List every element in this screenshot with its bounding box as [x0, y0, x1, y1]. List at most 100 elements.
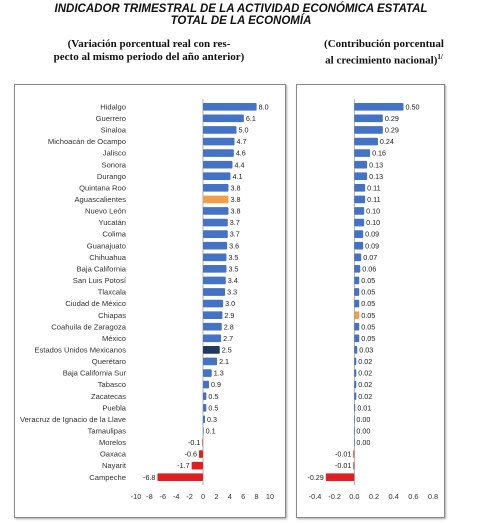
- category-label-guanajuato: Guanajuato: [87, 241, 126, 250]
- contribution-bar-27: [354, 415, 355, 424]
- variation-value-label-30: -0.6: [185, 450, 197, 459]
- contribution-bar-28: [354, 427, 355, 435]
- variation-value-label-27: 0.3: [207, 415, 217, 424]
- contribution-value-label-28: 0.00: [356, 427, 370, 436]
- category-label-baja-california-sur: Baja California Sur: [63, 369, 127, 378]
- category-label-quintana-roo: Quintana Roo: [79, 183, 126, 192]
- category-label-baja-california: Baja California: [77, 264, 127, 273]
- variation-bar-19: [203, 322, 222, 331]
- right-subtitle-line2: al crecimiento nacional): [325, 54, 438, 67]
- variation-x-tick-8: 6: [241, 492, 245, 501]
- contribution-x-tick-4: 0.4: [389, 492, 399, 501]
- category-label-aguascalientes: Aguascalientes: [74, 195, 126, 204]
- variation-bar-28: [203, 427, 204, 435]
- category-label-chiapas: Chiapas: [98, 311, 126, 320]
- variation-value-label-25: 0.5: [208, 392, 218, 401]
- contribution-bar-12: [354, 241, 364, 250]
- contribution-value-label-6: 0.13: [369, 172, 383, 181]
- category-label-sinaloa: Sinaloa: [101, 126, 127, 135]
- contribution-value-label-8: 0.11: [367, 195, 380, 204]
- variation-value-label-8: 3.8: [230, 195, 240, 204]
- contribution-value-label-24: 0.02: [358, 380, 372, 389]
- contribution-bar-19: [354, 322, 360, 331]
- variation-x-tick-10: 10: [266, 492, 274, 501]
- contribution-bar-10: [354, 218, 365, 227]
- contribution-value-label-2: 0.29: [385, 126, 399, 135]
- variation-bar-2: [203, 126, 237, 134]
- variation-value-label-6: 4.1: [232, 172, 242, 181]
- contribution-value-label-25: 0.02: [358, 392, 372, 401]
- category-label-queretaro: Querétaro: [92, 357, 126, 366]
- contribution-bar-9: [354, 207, 365, 215]
- category-label-sonora: Sonora: [102, 160, 127, 169]
- contribution-bar-25: [354, 392, 357, 401]
- contribution-value-label-32: -0.29: [307, 473, 323, 482]
- contribution-x-tick-6: 0.8: [428, 492, 438, 501]
- contribution-value-label-0: 0.50: [406, 102, 420, 111]
- variation-bar-27: [203, 415, 206, 424]
- category-label-mexico: México: [102, 334, 126, 343]
- variation-x-tick-7: 4: [228, 492, 232, 501]
- category-label-campeche: Campeche: [89, 473, 126, 482]
- variation-value-label-4: 4.6: [236, 149, 246, 158]
- variation-value-label-12: 3.6: [229, 241, 239, 250]
- chart-title-line2: TOTAL DE LA ECONOMÍA: [170, 15, 312, 27]
- contribution-bar-14: [354, 265, 361, 273]
- contribution-bar-22: [354, 357, 357, 366]
- variation-value-label-23: 1.3: [214, 369, 224, 378]
- variation-value-label-19: 2.8: [224, 322, 234, 331]
- variation-bar-29: [202, 438, 203, 447]
- variation-bar-25: [203, 392, 207, 401]
- contribution-bar-26: [354, 403, 356, 412]
- category-label-estados-unidos-mexicanos: Estados Unidos Mexicanos: [34, 345, 126, 354]
- category-label-tlaxcala: Tlaxcala: [98, 288, 127, 297]
- variation-bar-17: [203, 299, 224, 308]
- contribution-bar-24: [354, 380, 357, 389]
- contribution-bar-7: [354, 183, 366, 192]
- variation-bar-20: [203, 334, 222, 343]
- variation-x-tick-6: 2: [214, 492, 218, 501]
- variation-bar-13: [203, 253, 227, 262]
- category-label-tamaulipas: Tamaulipas: [88, 427, 127, 436]
- variation-value-label-13: 3.5: [228, 253, 238, 262]
- category-label-durango: Durango: [97, 172, 126, 181]
- variation-bar-30: [198, 450, 203, 458]
- variation-value-label-14: 3.5: [228, 264, 238, 273]
- contribution-value-label-19: 0.05: [361, 322, 375, 331]
- variation-value-label-17: 3.0: [225, 299, 235, 308]
- contribution-bar-18: [354, 311, 360, 319]
- variation-value-label-31: -1.7: [177, 461, 189, 470]
- category-label-guerrero: Guerrero: [96, 114, 126, 123]
- contribution-value-label-3: 0.24: [380, 137, 394, 146]
- contribution-value-label-7: 0.11: [367, 183, 380, 192]
- contribution-value-label-30: -0.01: [335, 450, 351, 459]
- variation-value-label-18: 2.9: [224, 311, 234, 320]
- chart-title-line1: INDICADOR TRIMESTRAL DE LA ACTIVIDAD ECO…: [54, 3, 428, 15]
- variation-bar-14: [203, 265, 227, 273]
- contribution-bar-1: [354, 114, 383, 123]
- variation-value-label-15: 3.4: [228, 276, 238, 285]
- contribution-x-tick-1: -0.2: [328, 492, 341, 501]
- contribution-value-label-4: 0.16: [372, 149, 386, 158]
- variation-bar-1: [203, 114, 244, 123]
- contribution-value-label-12: 0.09: [365, 241, 379, 250]
- contribution-value-label-22: 0.02: [358, 357, 372, 366]
- variation-bar-12: [203, 241, 228, 250]
- contribution-bar-20: [354, 334, 360, 343]
- contribution-value-label-17: 0.05: [361, 299, 375, 308]
- category-label-veracruz-de-ignacio-de-la-llave: Veracruz de Ignacio de la Llave: [20, 415, 126, 424]
- footnote-marker: 1/: [437, 52, 443, 61]
- contribution-bar-4: [354, 149, 371, 157]
- category-label-tabasco: Tabasco: [98, 380, 126, 389]
- category-label-michoacan-de-ocampo: Michoacán de Ocampo: [48, 137, 126, 146]
- variation-bar-10: [203, 218, 228, 227]
- contribution-value-label-18: 0.05: [361, 311, 375, 320]
- category-label-coahuila-de-zaragoza: Coahuila de Zaragoza: [51, 322, 126, 331]
- contribution-bar-23: [354, 369, 357, 377]
- variation-bar-15: [203, 276, 226, 285]
- variation-value-label-28: 0.1: [206, 427, 216, 436]
- contribution-bar-30: [353, 450, 355, 458]
- variation-bar-16: [203, 288, 226, 296]
- left-chart-panel: 8.0 Hidalgo 6.1 Guerrero 5.0 Sinaloa 4.7 Michoa…: [14, 84, 286, 518]
- contribution-value-label-9: 0.10: [366, 207, 380, 216]
